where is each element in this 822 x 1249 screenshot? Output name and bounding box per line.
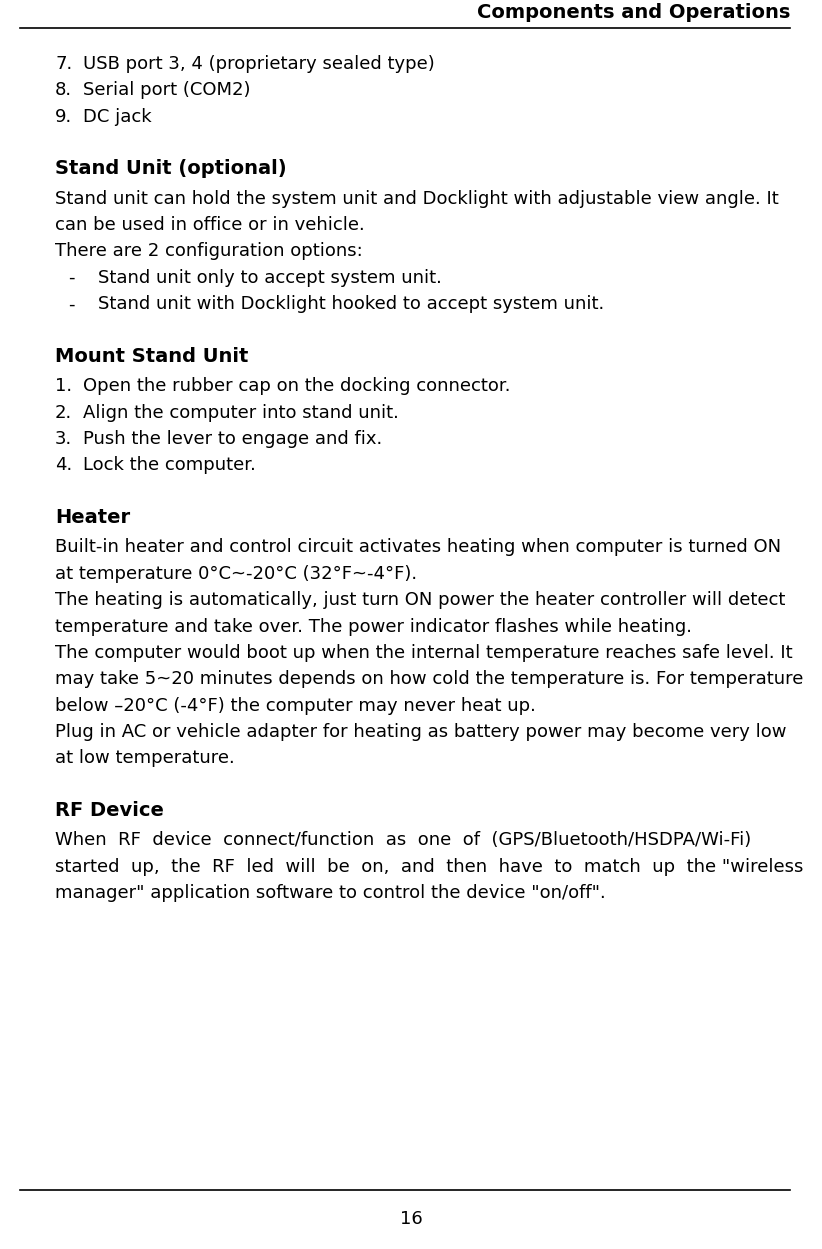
Text: USB port 3, 4 (proprietary sealed type): USB port 3, 4 (proprietary sealed type) bbox=[83, 55, 435, 72]
Text: Components and Operations: Components and Operations bbox=[477, 2, 790, 22]
Text: 1.: 1. bbox=[55, 377, 72, 395]
Text: The computer would boot up when the internal temperature reaches safe level. It: The computer would boot up when the inte… bbox=[55, 644, 792, 662]
Text: 9.: 9. bbox=[55, 107, 72, 126]
Text: DC jack: DC jack bbox=[83, 107, 151, 126]
Text: Built-in heater and control circuit activates heating when computer is turned ON: Built-in heater and control circuit acti… bbox=[55, 538, 781, 556]
Text: Stand Unit (optional): Stand Unit (optional) bbox=[55, 159, 287, 179]
Text: 4.: 4. bbox=[55, 456, 72, 475]
Text: Stand unit with Docklight hooked to accept system unit.: Stand unit with Docklight hooked to acce… bbox=[98, 295, 604, 313]
Text: -: - bbox=[68, 269, 75, 287]
Text: Serial port (COM2): Serial port (COM2) bbox=[83, 81, 251, 100]
Text: Align the computer into stand unit.: Align the computer into stand unit. bbox=[83, 403, 399, 422]
Text: Heater: Heater bbox=[55, 508, 130, 527]
Text: at low temperature.: at low temperature. bbox=[55, 749, 235, 767]
Text: 8.: 8. bbox=[55, 81, 72, 100]
Text: 3.: 3. bbox=[55, 430, 72, 448]
Text: below –20°C (-4°F) the computer may never heat up.: below –20°C (-4°F) the computer may neve… bbox=[55, 697, 536, 714]
Text: The heating is automatically, just turn ON power the heater controller will dete: The heating is automatically, just turn … bbox=[55, 591, 785, 610]
Text: Push the lever to engage and fix.: Push the lever to engage and fix. bbox=[83, 430, 382, 448]
Text: Lock the computer.: Lock the computer. bbox=[83, 456, 256, 475]
Text: 2.: 2. bbox=[55, 403, 72, 422]
Text: temperature and take over. The power indicator flashes while heating.: temperature and take over. The power ind… bbox=[55, 617, 692, 636]
Text: started  up,  the  RF  led  will  be  on,  and  then  have  to  match  up  the ": started up, the RF led will be on, and t… bbox=[55, 858, 803, 876]
Text: can be used in office or in vehicle.: can be used in office or in vehicle. bbox=[55, 216, 365, 234]
Text: 16: 16 bbox=[399, 1210, 423, 1228]
Text: -: - bbox=[68, 295, 75, 313]
Text: Stand unit only to accept system unit.: Stand unit only to accept system unit. bbox=[98, 269, 442, 287]
Text: may take 5~20 minutes depends on how cold the temperature is. For temperature: may take 5~20 minutes depends on how col… bbox=[55, 671, 803, 688]
Text: Mount Stand Unit: Mount Stand Unit bbox=[55, 347, 248, 366]
Text: When  RF  device  connect/function  as  one  of  (GPS/Bluetooth/HSDPA/Wi-Fi): When RF device connect/function as one o… bbox=[55, 832, 751, 849]
Text: manager" application software to control the device "on/off".: manager" application software to control… bbox=[55, 884, 606, 902]
Text: Open the rubber cap on the docking connector.: Open the rubber cap on the docking conne… bbox=[83, 377, 510, 395]
Text: 7.: 7. bbox=[55, 55, 72, 72]
Text: There are 2 configuration options:: There are 2 configuration options: bbox=[55, 242, 363, 261]
Text: RF Device: RF Device bbox=[55, 801, 164, 819]
Text: Plug in AC or vehicle adapter for heating as battery power may become very low: Plug in AC or vehicle adapter for heatin… bbox=[55, 723, 787, 741]
Text: Stand unit can hold the system unit and Docklight with adjustable view angle. It: Stand unit can hold the system unit and … bbox=[55, 190, 778, 207]
Text: at temperature 0°C~-20°C (32°F~-4°F).: at temperature 0°C~-20°C (32°F~-4°F). bbox=[55, 565, 417, 583]
